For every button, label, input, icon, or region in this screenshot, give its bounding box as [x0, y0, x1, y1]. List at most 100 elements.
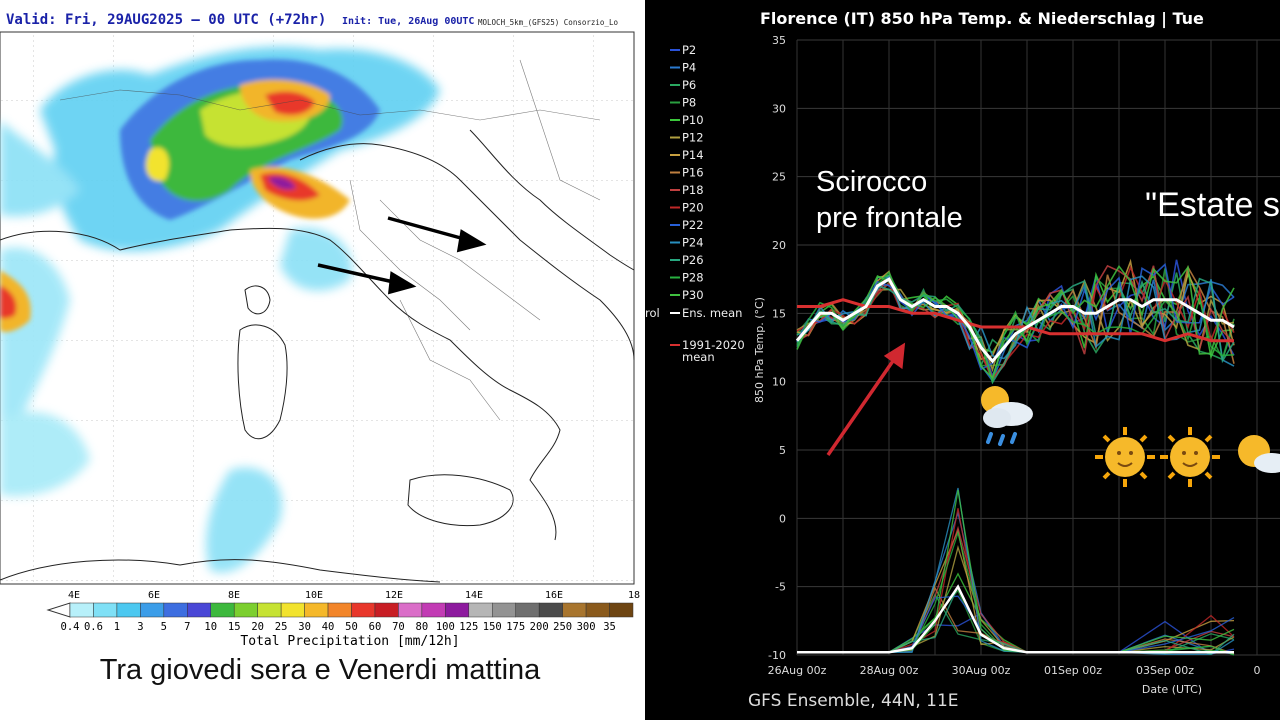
precip-colorbar: 0.4 0.6 1 3 5 7 10 15 20 25 30 40 50 60 70 80 100 125 150 1…: [46, 602, 634, 633]
colorbar-swatch: [515, 602, 540, 618]
legend-entry: P14: [682, 148, 704, 162]
sun-cloud-rain-icon: [981, 386, 1033, 446]
x-tick-label: 01Sep 00z: [1044, 664, 1102, 677]
y-tick-label: 20: [772, 239, 786, 252]
precip-member-line: [797, 487, 1235, 656]
y-tick-label: 30: [772, 102, 786, 115]
precip-mean-line: [797, 584, 1234, 654]
ensemble-member-line: [796, 270, 1235, 385]
colorbar-swatch: [163, 602, 188, 618]
colorbar-label: 0.4: [61, 621, 80, 633]
colorbar-swatch: [233, 602, 258, 618]
colorbar-swatch: [140, 602, 165, 618]
legend-entry: P2: [682, 43, 696, 57]
colorbar-label: 15: [228, 621, 241, 633]
y-tick-label: 15: [772, 307, 786, 320]
precip-member-line: [797, 508, 1235, 653]
longitude-tick: 16E: [545, 590, 563, 601]
chart-title: Florence (IT) 850 hPa Temp. & Niederschl…: [760, 9, 1204, 29]
legend-entry: P6: [682, 78, 696, 92]
y-tick-label: 0: [779, 512, 786, 525]
colorbar-label: 80: [416, 621, 429, 633]
scirocco-label: Scirocco pre frontale: [816, 166, 963, 234]
plot-area: 35 30 25 20 15 10 5 0 -5 -10 26Aug 00z 28Aug 00z 30A…: [768, 34, 1280, 677]
legend-entry: P28: [682, 271, 704, 285]
y-tick-label: 10: [772, 376, 786, 389]
colorbar-label: 5: [161, 621, 167, 633]
precip-member-line: [797, 510, 1235, 655]
y-tick-label: -5: [775, 581, 786, 594]
longitude-tick: 10E: [305, 590, 323, 601]
colorbar-swatch: [257, 602, 282, 618]
admin-borders: [59, 59, 601, 421]
y-tick-label: 5: [779, 444, 786, 457]
x-axis-label: Date (UTC): [1142, 683, 1202, 696]
x-tick-label: 0: [1254, 664, 1261, 677]
longitude-tick: 14E: [465, 590, 483, 601]
colorbar-label: 0.6: [84, 621, 103, 633]
legend-entry: P4: [682, 61, 696, 75]
x-tick-label: 26Aug 00z: [768, 664, 827, 677]
colorbar-label: 100: [436, 621, 455, 633]
colorbar-label: 25: [275, 621, 288, 633]
sun-face-icon: [1095, 427, 1155, 487]
colorbar-label: 30: [298, 621, 311, 633]
colorbar-swatch: [69, 602, 94, 618]
sun-face-icon: [1160, 427, 1220, 487]
x-tick-label: 28Aug 00z: [860, 664, 919, 677]
colorbar-swatch: [93, 602, 118, 618]
y-tick-label: 35: [772, 34, 786, 47]
colorbar-label: 40: [322, 621, 335, 633]
colorbar-swatch: [304, 602, 329, 618]
colorbar-swatch: [585, 602, 610, 618]
sun-behind-cloud-icon: [1238, 435, 1280, 473]
legend-entry: Ens. mean: [682, 306, 742, 320]
colorbar-swatch: [280, 602, 305, 618]
map-model-name: MOLOCH_5km_(GFS25) Consorzio_Lo: [478, 18, 618, 27]
colorbar-swatch: [210, 602, 235, 618]
colorbar-title: Total Precipitation [mm/12h]: [240, 634, 459, 649]
longitude-tick: 18: [628, 590, 640, 601]
legend-entry: P12: [682, 131, 704, 145]
ensemble-chart-panel: Florence (IT) 850 hPa Temp. & Niederschl…: [645, 0, 1280, 720]
map-init-time: Init: Tue, 26Aug 00UTC: [342, 16, 475, 27]
colorbar-label: 200: [530, 621, 549, 633]
colorbar-label: 250: [553, 621, 572, 633]
scirocco-arrow: [826, 342, 906, 456]
colorbar-swatch: [187, 602, 212, 618]
colorbar-label: 300: [577, 621, 596, 633]
colorbar-label: 50: [345, 621, 358, 633]
colorbar-label: 70: [392, 621, 405, 633]
precipitation-map: 4E 6E 8E 10E 12E 14E 16E 18 0.4 0.6 1 3 5 7 10 15 20 25 3…: [0, 31, 640, 649]
colorbar-swatch: [609, 602, 634, 618]
colorbar-swatch: [398, 602, 423, 618]
x-tick-label: 30Aug 00z: [952, 664, 1011, 677]
climatology-mean-line: [797, 298, 1234, 343]
legend-entry: P16: [682, 166, 704, 180]
colorbar-label: 175: [506, 621, 525, 633]
colorbar-swatch: [562, 602, 587, 618]
colorbar-swatch: [116, 602, 141, 618]
precip-member-line: [797, 528, 1235, 653]
precip-member-line: [797, 525, 1235, 653]
colorbar-label: 150: [483, 621, 502, 633]
colorbar-label: 60: [369, 621, 382, 633]
colorbar-label: 10: [204, 621, 217, 633]
coastlines: [0, 129, 635, 583]
longitude-tick: 6E: [148, 590, 160, 601]
colorbar-label: 3: [137, 621, 143, 633]
longitude-tick: 4E: [68, 590, 80, 601]
colorbar-swatch: [445, 602, 470, 618]
chart-footer: GFS Ensemble, 44N, 11E: [748, 691, 959, 711]
legend-entry: P30: [682, 288, 704, 302]
longitude-tick: 8E: [228, 590, 240, 601]
colorbar-swatch: [538, 602, 563, 618]
precip-member-line: [797, 585, 1235, 656]
chart-legend: P2 P4 P6 P8 P10 P12 P14 P16 P18 P20 P22 P24 P26 P28 P3…: [645, 43, 745, 364]
longitude-tick: 12E: [385, 590, 403, 601]
legend-entry: 1991-2020 mean: [682, 338, 745, 364]
colorbar-label: 125: [459, 621, 478, 633]
y-tick-label: -10: [768, 649, 786, 662]
y-tick-label: 25: [772, 171, 786, 184]
colorbar-arrow: [46, 602, 71, 618]
